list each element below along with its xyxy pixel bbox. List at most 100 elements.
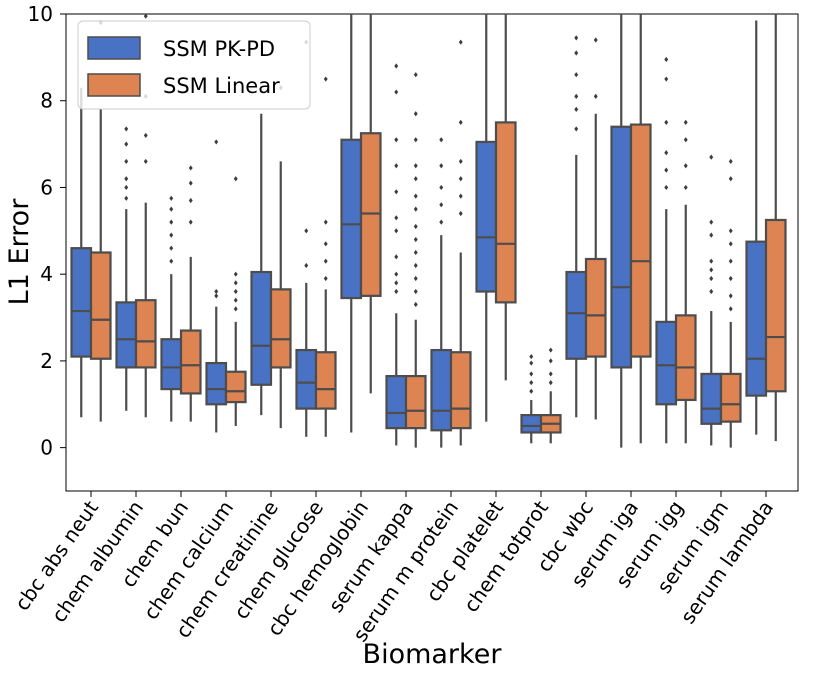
y-tick-label: 6 — [40, 175, 53, 199]
flier-point — [683, 119, 688, 126]
flier-point — [124, 141, 129, 147]
flier-point — [439, 202, 444, 208]
box-1-9 — [494, 14, 517, 381]
flier-point — [728, 228, 733, 234]
flier-point — [394, 254, 399, 260]
box-body — [295, 348, 318, 410]
flier-point — [683, 137, 688, 143]
flier-point — [458, 158, 463, 165]
flier-point — [458, 176, 463, 182]
flier-point — [143, 132, 148, 139]
box-1-6 — [359, 14, 382, 394]
flier-point — [574, 126, 579, 132]
flier-point — [458, 119, 463, 126]
flier-point — [683, 163, 688, 169]
box-body — [584, 257, 607, 358]
flier-point — [394, 137, 399, 143]
flier-point — [413, 288, 418, 295]
flier-point — [323, 219, 328, 225]
box-1-7 — [404, 72, 427, 448]
flier-point — [664, 167, 669, 173]
flier-point — [413, 206, 418, 212]
flier-point — [664, 76, 669, 82]
y-tick-label: 2 — [40, 349, 53, 373]
box-body — [674, 314, 697, 402]
flier-point — [728, 158, 733, 165]
box-1-10 — [539, 347, 562, 444]
flier-point — [439, 219, 444, 225]
y-tick-label: 0 — [40, 436, 53, 460]
flier-point — [728, 241, 733, 247]
box-1-4 — [269, 85, 292, 429]
flier-point — [413, 111, 418, 117]
flier-point — [413, 262, 418, 269]
y-axis-title: L1 Error — [4, 198, 35, 306]
flier-point — [169, 219, 174, 225]
box-0-5 — [295, 39, 318, 437]
flier-point — [413, 176, 418, 182]
flier-point — [124, 184, 129, 191]
flier-point — [439, 137, 444, 143]
flier-point — [458, 193, 463, 199]
flier-point — [169, 206, 174, 212]
box-body — [179, 329, 202, 395]
box-body — [134, 299, 157, 369]
flier-point — [728, 258, 733, 264]
flier-point — [169, 245, 174, 251]
flier-point — [529, 360, 534, 366]
flier-point — [529, 353, 534, 360]
box-body — [269, 288, 292, 369]
box-body — [745, 240, 768, 397]
box-body — [115, 301, 138, 369]
box-1-2 — [179, 165, 202, 422]
box-1-13 — [674, 119, 697, 444]
flier-point — [214, 139, 219, 145]
flier-point — [124, 176, 129, 182]
y-tick-label: 10 — [28, 2, 53, 26]
flier-point — [548, 358, 553, 364]
box-1-0 — [89, 20, 112, 422]
legend-swatch-linear — [87, 73, 141, 97]
box-body — [700, 372, 723, 425]
flier-point — [394, 63, 399, 69]
flier-point — [574, 106, 579, 112]
box-body — [314, 351, 337, 410]
flier-point — [214, 288, 219, 295]
box-body — [719, 372, 742, 423]
flier-point — [709, 154, 714, 160]
box-body — [385, 374, 408, 430]
box-body — [629, 123, 652, 358]
box-body — [565, 270, 588, 360]
flier-point — [709, 232, 714, 238]
box-body — [494, 121, 517, 304]
flier-point — [548, 347, 553, 353]
box-body — [449, 351, 472, 430]
flier-point — [413, 249, 418, 256]
box-body — [610, 125, 633, 369]
flier-point — [574, 35, 579, 41]
flier-point — [394, 288, 399, 295]
flier-point — [413, 163, 418, 169]
flier-point — [394, 228, 399, 234]
box-0-14 — [700, 154, 723, 446]
flier-point — [233, 280, 238, 286]
flier-point — [394, 271, 399, 277]
flier-point — [233, 288, 238, 295]
box-body — [404, 374, 427, 430]
box-body — [430, 348, 453, 432]
box-0-1 — [115, 126, 138, 411]
box-1-8 — [449, 39, 472, 446]
flier-point — [709, 267, 714, 273]
flier-point — [413, 223, 418, 230]
flier-point — [458, 210, 463, 217]
flier-point — [728, 275, 733, 282]
box-0-7 — [385, 63, 408, 446]
flier-point — [664, 56, 669, 63]
flier-point — [323, 76, 328, 82]
flier-point — [233, 306, 238, 312]
flier-point — [124, 126, 129, 132]
flier-point — [574, 50, 579, 56]
box-0-3 — [205, 139, 228, 433]
flier-point — [188, 165, 193, 171]
